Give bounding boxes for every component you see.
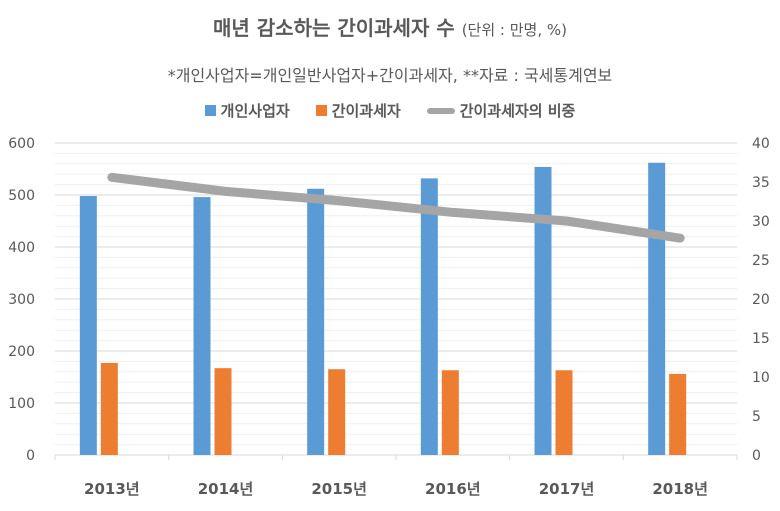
bar-simplified-taxpayers — [100, 362, 118, 455]
x-axis-label: 2013년 — [84, 480, 140, 498]
bar-sole-proprietors — [307, 188, 325, 455]
x-axis-label: 2016년 — [425, 480, 481, 498]
x-axis-label: 2015년 — [311, 480, 367, 498]
legend-swatch — [204, 105, 216, 116]
left-axis-tick: 500 — [8, 188, 35, 204]
right-axis-tick: 30 — [752, 214, 770, 230]
left-axis-tick: 600 — [8, 136, 35, 152]
bar-sole-proprietors — [193, 197, 211, 455]
legend-label: 간이과세자의 비중 — [459, 102, 576, 120]
left-axis-tick: 200 — [8, 344, 35, 360]
left-axis-tick: 300 — [8, 292, 35, 308]
left-axis-tick: 100 — [8, 396, 35, 412]
right-axis-tick: 10 — [752, 370, 770, 386]
line-share — [107, 172, 685, 243]
right-axis-tick: 5 — [752, 409, 761, 425]
bar-simplified-taxpayers — [669, 373, 687, 455]
x-axis-label: 2018년 — [652, 480, 708, 498]
bar-simplified-taxpayers — [441, 370, 459, 455]
bar-sole-proprietors — [648, 162, 666, 455]
legend-swatch — [315, 105, 327, 116]
left-axis-tick: 0 — [26, 448, 35, 464]
legend-item-sole-proprietors: 개인사업자 — [204, 100, 290, 121]
left-axis-tick: 400 — [8, 240, 35, 256]
legend-label: 개인사업자 — [220, 102, 290, 120]
legend: 개인사업자 간이과세자 간이과세자의 비중 — [0, 100, 780, 121]
title-unit: (단위 : 만명, %) — [461, 21, 567, 39]
right-axis-tick: 25 — [752, 253, 770, 269]
legend-swatch — [426, 107, 455, 114]
legend-item-share: 간이과세자의 비중 — [426, 100, 576, 121]
bar-simplified-taxpayers — [555, 370, 573, 455]
right-axis-tick: 40 — [752, 136, 770, 152]
right-axis-tick: 15 — [752, 331, 770, 347]
chart-title: 매년 감소하는 간이과세자 수 (단위 : 만명, %) — [0, 12, 780, 41]
bar-sole-proprietors — [420, 178, 438, 456]
right-axis-tick: 35 — [752, 175, 770, 191]
bar-sole-proprietors — [534, 166, 552, 456]
bar-sole-proprietors — [79, 196, 97, 456]
chart-subtitle: *개인사업자=개인일반사업자+간이과세자, **자료 : 국세통계연보 — [167, 66, 613, 85]
bar-simplified-taxpayers — [214, 368, 232, 455]
bar-simplified-taxpayers — [328, 369, 346, 455]
legend-label: 간이과세자 — [331, 102, 401, 120]
x-axis-label: 2017년 — [539, 480, 595, 498]
legend-item-simplified-taxpayers: 간이과세자 — [315, 100, 401, 121]
title-text: 매년 감소하는 간이과세자 수 — [213, 16, 455, 40]
right-axis-tick: 20 — [752, 292, 770, 308]
x-axis-label: 2014년 — [198, 480, 254, 498]
right-axis-tick: 0 — [752, 448, 761, 464]
